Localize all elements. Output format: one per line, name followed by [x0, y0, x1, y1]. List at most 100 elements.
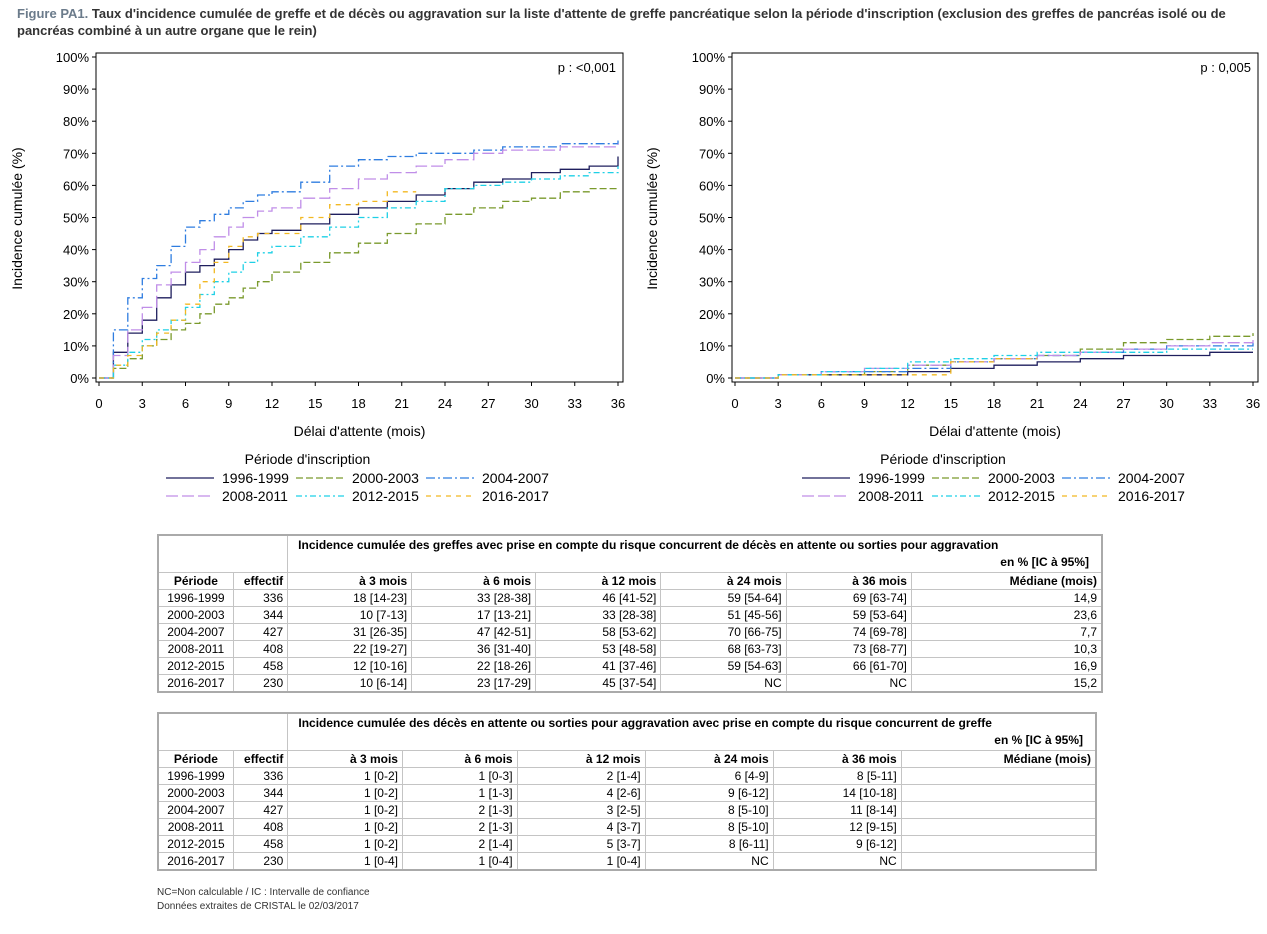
legend-label: 2000-2003 [988, 470, 1055, 486]
x-tick-label: 33 [568, 396, 582, 411]
table-cell: 8 [5-10] [644, 801, 774, 819]
figure-title-text: Taux d'incidence cumulée de greffe et de… [17, 6, 1226, 38]
y-axis-label: Incidence cumulée (%) [644, 147, 660, 289]
table-cell: 5 [3-7] [516, 835, 646, 853]
column-header: à 36 mois [772, 750, 902, 768]
legend-label: 1996-1999 [858, 470, 925, 486]
table-cell: 458 [232, 657, 289, 675]
series-line-2000-2003 [99, 187, 618, 379]
table-cell: 9 [6-12] [644, 784, 774, 802]
table-cell: 12 [9-15] [772, 818, 902, 836]
series-line-2000-2003 [735, 333, 1254, 379]
y-tick-label: 80% [699, 114, 725, 129]
table-cell: 59 [54-63] [660, 657, 787, 675]
y-tick-label: 90% [63, 82, 89, 97]
table-cell: 458 [232, 835, 289, 853]
legend-label: 2016-2017 [482, 488, 549, 504]
y-tick-label: 30% [699, 275, 725, 290]
table-cell: NC [644, 852, 774, 871]
y-tick-label: 70% [63, 146, 89, 161]
table-cell: NC [772, 852, 902, 871]
table-cell: 23,6 [910, 606, 1103, 624]
table-cell: 51 [45-56] [660, 606, 787, 624]
table2-header-line2: en % [IC à 95%] [994, 733, 1083, 747]
table-cell [900, 767, 1097, 785]
column-header: Médiane (mois) [900, 750, 1097, 768]
x-tick-label: 12 [900, 396, 914, 411]
table-cell: 23 [17-29] [411, 674, 537, 693]
table-cell: 18 [14-23] [287, 589, 413, 607]
footnote-abbreviations: NC=Non calculable / IC : Intervalle de c… [157, 887, 370, 898]
table-cell: 2004-2007 [157, 623, 234, 641]
x-tick-label: 27 [1116, 396, 1130, 411]
table-cell [900, 801, 1097, 819]
table-cell: 427 [232, 623, 289, 641]
series-line-2008-2011 [99, 143, 619, 379]
y-tick-label: 10% [699, 339, 725, 354]
table-cell: 230 [232, 674, 289, 693]
y-tick-label: 100% [692, 50, 726, 65]
column-header: à 24 mois [644, 750, 774, 768]
table-cell: 74 [69-78] [785, 623, 912, 641]
table-cell: NC [660, 674, 787, 693]
series-line-2016-2017 [99, 191, 417, 379]
table-row: 2004-2007 427 1 [0-2] 2 [1-3] 3 [2-5] 8 [5-10… [157, 801, 1097, 819]
table-cell: 73 [68-77] [785, 640, 912, 658]
legend-label: 2016-2017 [1118, 488, 1185, 504]
column-header: à 12 mois [535, 572, 662, 590]
column-header: effectif [232, 572, 289, 590]
y-tick-label: 100% [56, 50, 90, 65]
table1-header: Incidence cumulée des greffes avec prise… [287, 534, 1103, 573]
column-header: Médiane (mois) [910, 572, 1103, 590]
legend-label: 2008-2011 [222, 488, 288, 504]
table-cell: 47 [42-51] [411, 623, 537, 641]
grafts-incidence-table: Incidence cumulée des greffes avec prise… [157, 534, 1103, 693]
table-row: 2016-2017 230 1 [0-4] 1 [0-4] 1 [0-4] NC NC [157, 852, 1097, 871]
legend-label: 2012-2015 [352, 488, 419, 504]
y-tick-label: 20% [63, 307, 89, 322]
table-cell: 2016-2017 [157, 674, 234, 693]
table-row: 1996-1999 336 18 [14-23] 33 [28-38] 46 [41-5… [157, 589, 1103, 607]
y-tick-label: 0% [706, 371, 725, 386]
table-row: 2008-2011 408 1 [0-2] 2 [1-3] 4 [3-7] 8 [5-10… [157, 818, 1097, 836]
table-cell: 1 [0-4] [516, 852, 646, 871]
table-cell: 2012-2015 [157, 657, 234, 675]
table-cell: 41 [37-46] [535, 657, 662, 675]
table-cell: 4 [3-7] [516, 818, 646, 836]
table-cell: 2 [1-3] [401, 818, 518, 836]
legend-label: 2000-2003 [352, 470, 419, 486]
x-tick-label: 6 [182, 396, 189, 411]
legend-label: 1996-1999 [222, 470, 289, 486]
table-cell: 2 [1-4] [401, 835, 518, 853]
empty-header-cell [157, 712, 289, 751]
series-line-2012-2015 [99, 166, 619, 379]
footnote-source: Données extraites de CRISTAL le 02/03/20… [157, 901, 359, 912]
table-cell: 336 [232, 767, 289, 785]
table-cell: 230 [232, 852, 289, 871]
y-tick-label: 0% [70, 371, 89, 386]
table-cell: 1 [0-2] [287, 784, 403, 802]
table-cell: 6 [4-9] [644, 767, 774, 785]
table-cell: 2012-2015 [157, 835, 234, 853]
y-tick-label: 90% [699, 82, 725, 97]
table-cell: 2 [1-4] [516, 767, 646, 785]
table-cell [900, 835, 1097, 853]
table-cell: 59 [54-64] [660, 589, 787, 607]
table-cell: 10 [7-13] [287, 606, 413, 624]
legend-title: Période d'inscription [245, 451, 371, 467]
table-cell: 14 [10-18] [772, 784, 902, 802]
y-axis-label: Incidence cumulée (%) [9, 147, 25, 289]
y-tick-label: 80% [63, 114, 89, 129]
table-row: 2004-2007 427 31 [26-35] 47 [42-51] 58 [53-6… [157, 623, 1103, 641]
y-tick-label: 50% [63, 211, 89, 226]
table-cell: 68 [63-73] [660, 640, 787, 658]
table-cell: 16,9 [910, 657, 1103, 675]
table-cell: NC [785, 674, 912, 693]
x-tick-label: 0 [731, 396, 738, 411]
x-tick-label: 18 [987, 396, 1001, 411]
x-tick-label: 27 [481, 396, 495, 411]
table-cell: 10 [6-14] [287, 674, 413, 693]
x-tick-label: 36 [611, 396, 625, 411]
column-header: à 12 mois [516, 750, 646, 768]
table-cell: 1 [1-3] [401, 784, 518, 802]
